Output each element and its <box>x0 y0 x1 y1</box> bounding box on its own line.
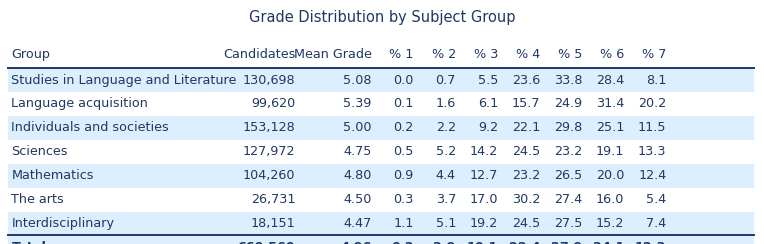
Text: 4.96: 4.96 <box>340 241 372 244</box>
Text: 10.1: 10.1 <box>467 241 498 244</box>
Text: 2.2: 2.2 <box>436 121 456 134</box>
Text: Group: Group <box>11 48 50 61</box>
Text: 5.00: 5.00 <box>343 121 372 134</box>
Bar <box>8 164 754 188</box>
Text: 26.5: 26.5 <box>554 169 582 182</box>
Text: The arts: The arts <box>11 193 64 206</box>
Text: 0.3: 0.3 <box>393 193 414 206</box>
Text: % 2: % 2 <box>431 48 456 61</box>
Text: 8.1: 8.1 <box>646 73 666 87</box>
Bar <box>8 68 754 92</box>
Text: % 5: % 5 <box>558 48 582 61</box>
Text: 127,972: 127,972 <box>243 145 295 158</box>
Text: Studies in Language and Literature: Studies in Language and Literature <box>11 73 237 87</box>
Text: 20.0: 20.0 <box>596 169 624 182</box>
Text: 0.2: 0.2 <box>394 121 414 134</box>
Text: 1.6: 1.6 <box>436 97 456 111</box>
Text: 130,698: 130,698 <box>243 73 295 87</box>
Text: 17.0: 17.0 <box>470 193 498 206</box>
Text: 20.2: 20.2 <box>638 97 666 111</box>
Text: 6.1: 6.1 <box>478 97 498 111</box>
Text: 22.4: 22.4 <box>509 241 540 244</box>
Bar <box>8 140 754 164</box>
Text: 24.9: 24.9 <box>554 97 582 111</box>
Bar <box>8 92 754 116</box>
Bar <box>8 188 754 212</box>
Text: 5.1: 5.1 <box>435 217 456 230</box>
Text: 23.2: 23.2 <box>512 169 540 182</box>
Text: Total: Total <box>11 241 47 244</box>
Text: 0.1: 0.1 <box>393 97 414 111</box>
Text: 4.75: 4.75 <box>343 145 372 158</box>
Text: 9.2: 9.2 <box>478 121 498 134</box>
Text: 2.9: 2.9 <box>434 241 456 244</box>
Text: Mathematics: Mathematics <box>11 169 94 182</box>
Text: 104,260: 104,260 <box>243 169 295 182</box>
Text: 12.7: 12.7 <box>470 169 498 182</box>
Text: 24.1: 24.1 <box>593 241 624 244</box>
Text: 7.4: 7.4 <box>646 217 666 230</box>
Text: 19.1: 19.1 <box>596 145 624 158</box>
Bar <box>8 116 754 140</box>
Text: 4.80: 4.80 <box>343 169 372 182</box>
Text: 5.08: 5.08 <box>343 73 372 87</box>
Text: Grade Distribution by Subject Group: Grade Distribution by Subject Group <box>249 10 516 25</box>
Text: 12.3: 12.3 <box>635 241 666 244</box>
Text: 4.4: 4.4 <box>436 169 456 182</box>
Text: 5.4: 5.4 <box>646 193 666 206</box>
Text: % 6: % 6 <box>600 48 624 61</box>
Text: Language acquisition: Language acquisition <box>11 97 148 111</box>
Text: 0.0: 0.0 <box>393 73 414 87</box>
Text: 5.2: 5.2 <box>436 145 456 158</box>
Text: Mean Grade: Mean Grade <box>294 48 372 61</box>
Text: 24.5: 24.5 <box>512 145 540 158</box>
Text: 22.1: 22.1 <box>512 121 540 134</box>
Text: 19.2: 19.2 <box>470 217 498 230</box>
Bar <box>8 212 754 235</box>
Text: 23.6: 23.6 <box>512 73 540 87</box>
Text: 14.2: 14.2 <box>470 145 498 158</box>
Text: 15.2: 15.2 <box>596 217 624 230</box>
Text: Candidates: Candidates <box>223 48 295 61</box>
Text: 660,560: 660,560 <box>238 241 295 244</box>
Text: 18,151: 18,151 <box>251 217 295 230</box>
Text: 153,128: 153,128 <box>243 121 295 134</box>
Text: 28.4: 28.4 <box>596 73 624 87</box>
Text: 4.47: 4.47 <box>343 217 372 230</box>
Text: 11.5: 11.5 <box>638 121 666 134</box>
Text: 0.5: 0.5 <box>393 145 414 158</box>
Text: Interdisciplinary: Interdisciplinary <box>11 217 115 230</box>
Text: 4.50: 4.50 <box>343 193 372 206</box>
Text: 27.4: 27.4 <box>554 193 582 206</box>
Text: 0.7: 0.7 <box>435 73 456 87</box>
Text: 5.39: 5.39 <box>343 97 372 111</box>
Text: 23.2: 23.2 <box>554 145 582 158</box>
Text: % 1: % 1 <box>389 48 414 61</box>
Text: 0.9: 0.9 <box>394 169 414 182</box>
Text: 24.5: 24.5 <box>512 217 540 230</box>
Text: 29.8: 29.8 <box>554 121 582 134</box>
Text: % 7: % 7 <box>642 48 666 61</box>
Text: 5.5: 5.5 <box>477 73 498 87</box>
Text: % 4: % 4 <box>516 48 540 61</box>
Text: % 3: % 3 <box>474 48 498 61</box>
Text: 15.7: 15.7 <box>512 97 540 111</box>
Text: Individuals and societies: Individuals and societies <box>11 121 169 134</box>
Text: 0.3: 0.3 <box>392 241 414 244</box>
Text: 16.0: 16.0 <box>596 193 624 206</box>
Text: 13.3: 13.3 <box>638 145 666 158</box>
Text: 30.2: 30.2 <box>512 193 540 206</box>
Text: 3.7: 3.7 <box>435 193 456 206</box>
Text: 27.5: 27.5 <box>554 217 582 230</box>
Text: 27.9: 27.9 <box>551 241 582 244</box>
Text: 25.1: 25.1 <box>596 121 624 134</box>
Text: 1.1: 1.1 <box>393 217 414 230</box>
Text: 12.4: 12.4 <box>638 169 666 182</box>
Text: 26,731: 26,731 <box>251 193 295 206</box>
Bar <box>8 235 754 244</box>
Text: Sciences: Sciences <box>11 145 68 158</box>
Text: 33.8: 33.8 <box>554 73 582 87</box>
Text: 99,620: 99,620 <box>251 97 295 111</box>
Text: 31.4: 31.4 <box>596 97 624 111</box>
